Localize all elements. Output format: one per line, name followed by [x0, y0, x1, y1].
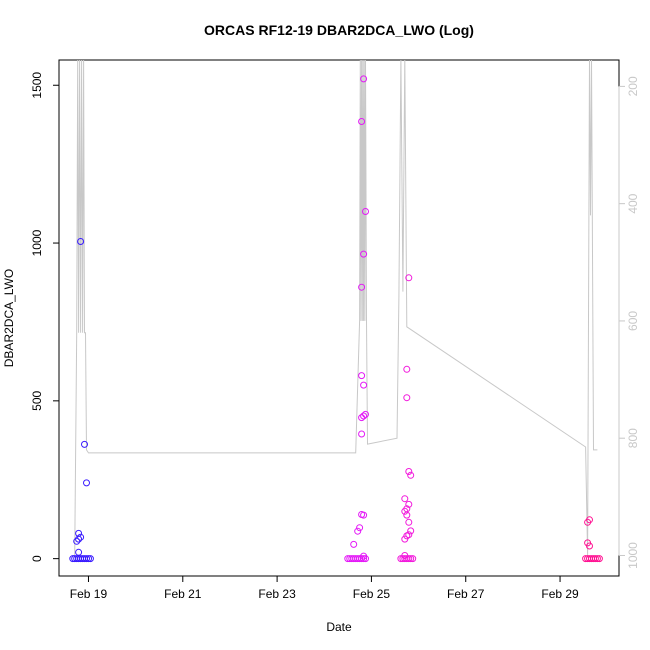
data-point	[85, 555, 92, 563]
data-point	[595, 555, 603, 563]
data-point	[350, 540, 358, 548]
pressure-layer	[72, 60, 598, 556]
data-point	[401, 495, 409, 503]
data-point	[75, 548, 83, 556]
data-point	[403, 394, 411, 402]
y2-axis: 200 400 600 800 1000	[618, 76, 640, 569]
y-axis: 0 500 1000 1500	[30, 72, 60, 562]
data-point	[584, 518, 592, 526]
data-point	[358, 118, 366, 125]
data-point	[403, 511, 411, 519]
y2-tick-label: 1000	[626, 542, 640, 569]
data-point	[405, 500, 413, 508]
data-point	[360, 511, 368, 519]
data-point	[358, 372, 366, 380]
data-point	[593, 555, 601, 563]
y2-tick-label: 600	[626, 311, 640, 331]
x-tick-label: Feb 23	[258, 587, 296, 601]
data-point	[83, 479, 90, 487]
y2-tick-label: 400	[626, 193, 640, 213]
data-point	[354, 527, 362, 535]
data-point	[358, 430, 366, 438]
chart-title: ORCAS RF12-19 DBAR2DCA_LWO (Log)	[204, 22, 474, 38]
x-tick-label: Feb 29	[541, 587, 579, 601]
y-tick-label: 0	[30, 555, 44, 562]
data-point	[360, 250, 368, 258]
data-point	[401, 507, 409, 515]
data-point	[358, 555, 366, 563]
x-tick-label: Feb 27	[447, 587, 485, 601]
data-point	[362, 208, 369, 215]
data-point	[360, 75, 368, 83]
y-tick-label: 1000	[30, 229, 44, 256]
data-point	[75, 535, 83, 543]
data-point	[358, 414, 366, 422]
data-point	[586, 542, 593, 550]
x-tick-label: Feb 21	[164, 587, 202, 601]
y-tick-label: 1500	[30, 72, 44, 99]
y2-tick-label: 200	[626, 76, 640, 96]
x-tick-label: Feb 19	[70, 587, 108, 601]
data-point	[405, 468, 413, 475]
x-tick-label: Feb 25	[353, 587, 391, 601]
data-point	[405, 518, 413, 526]
data-point	[356, 524, 364, 532]
data-point	[407, 471, 415, 479]
data-point	[360, 555, 368, 563]
data-point	[362, 555, 369, 563]
y2-tick-label: 800	[626, 428, 640, 448]
x-axis: Feb 19 Feb 21 Feb 23 Feb 25 Feb 27 Feb 29	[70, 575, 579, 601]
data-point	[83, 555, 90, 563]
y-axis-label: DBAR2DCA_LWO	[2, 269, 16, 367]
data-point	[407, 555, 415, 563]
plot-frame	[58, 59, 620, 577]
points-layer	[69, 75, 603, 563]
data-point	[73, 537, 81, 545]
data-point	[358, 283, 366, 291]
y-tick-label: 500	[30, 391, 44, 411]
data-point	[405, 555, 413, 563]
x-axis-label: Date	[326, 620, 352, 634]
data-point	[405, 274, 413, 282]
data-point	[409, 555, 417, 563]
data-point	[360, 412, 368, 420]
data-point	[77, 533, 85, 541]
data-point	[81, 440, 88, 448]
data-point	[360, 381, 368, 389]
data-point	[591, 555, 599, 563]
data-point	[403, 365, 411, 373]
data-point	[407, 527, 415, 535]
pressure-line	[72, 60, 598, 556]
data-point	[77, 238, 85, 245]
data-point	[401, 535, 409, 543]
data-point	[86, 555, 94, 563]
